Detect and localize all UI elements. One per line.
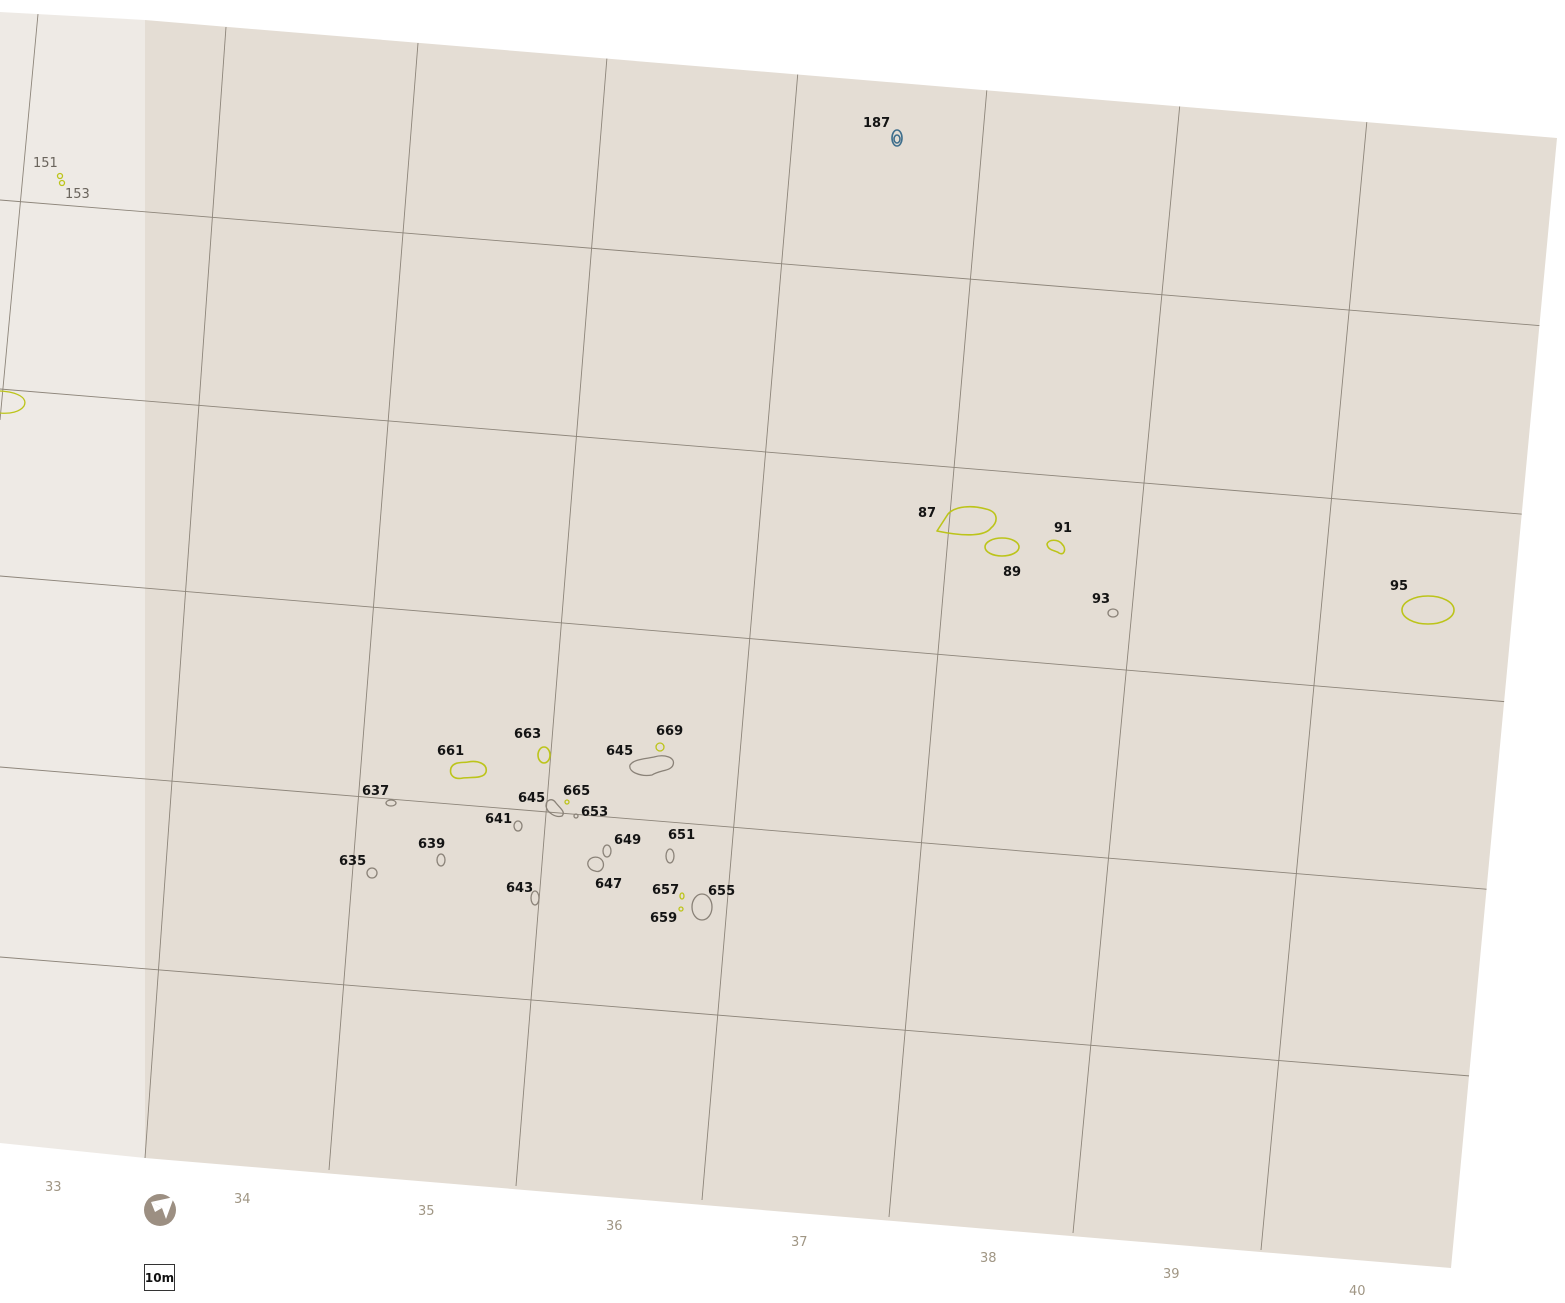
axis-label-33: 33 xyxy=(45,1180,62,1195)
feature-outline-655[interactable] xyxy=(691,893,713,921)
feature-outline-643[interactable] xyxy=(530,890,540,906)
feature-label-665: 665 xyxy=(563,784,590,799)
feature-label-645: 645 xyxy=(606,744,633,759)
grid-line-h xyxy=(0,575,1557,707)
feature-label-657: 657 xyxy=(652,883,679,898)
feature-label-637: 637 xyxy=(362,784,389,799)
feature-outline-647[interactable] xyxy=(587,856,605,873)
survey-grid xyxy=(0,13,1557,1251)
plan-area xyxy=(145,20,1557,1268)
feature-label-651: 651 xyxy=(668,828,695,843)
feature-outline-645a[interactable] xyxy=(629,755,675,777)
feature-outline-87[interactable] xyxy=(936,505,997,536)
grid-line-v xyxy=(515,56,608,1187)
feature-label-661: 661 xyxy=(437,744,464,759)
feature-label-653: 653 xyxy=(581,805,608,820)
feature-label-659: 659 xyxy=(650,911,677,926)
feature-label-647: 647 xyxy=(595,877,622,892)
axis-label-34: 34 xyxy=(234,1192,251,1207)
feature-outline-665[interactable] xyxy=(564,799,570,805)
feature-label-91: 91 xyxy=(1054,521,1072,536)
feature-label-87: 87 xyxy=(918,506,936,521)
feature-label-655: 655 xyxy=(708,884,735,899)
feature-outline-95[interactable] xyxy=(1401,595,1455,625)
axis-label-40: 40 xyxy=(1349,1284,1366,1299)
feature-label-151: 151 xyxy=(33,156,58,171)
feature-label-649: 649 xyxy=(614,833,641,848)
feature-outline-659[interactable] xyxy=(678,906,684,912)
axis-label-36: 36 xyxy=(606,1219,623,1234)
feature-outline-187[interactable] xyxy=(891,129,903,147)
grid-line-h xyxy=(0,199,1557,328)
grid-line-h xyxy=(0,956,1557,1084)
feature-label-641: 641 xyxy=(485,812,512,827)
feature-outline-669[interactable] xyxy=(655,742,665,752)
grid-line-v xyxy=(701,70,799,1201)
feature-label-187: 187 xyxy=(863,116,890,131)
feature-label-89: 89 xyxy=(1003,565,1021,580)
feature-label-639: 639 xyxy=(418,837,445,852)
feature-label-635: 635 xyxy=(339,854,366,869)
feature-label-153: 153 xyxy=(65,187,90,202)
feature-outline-637[interactable] xyxy=(385,799,397,807)
axis-label-37: 37 xyxy=(791,1235,808,1250)
grid-line-v xyxy=(1260,119,1368,1251)
grid-line-v xyxy=(1072,102,1181,1234)
feature-outline-153[interactable] xyxy=(58,179,66,187)
feature-outline-653[interactable] xyxy=(573,813,579,819)
grid-line-h xyxy=(0,388,1557,518)
feature-outline-91[interactable] xyxy=(1046,539,1066,555)
axis-label-35: 35 xyxy=(418,1204,435,1219)
scale-bar-label: 10m xyxy=(144,1270,175,1285)
grid-line-v xyxy=(328,42,419,1171)
scale-bar: 10m xyxy=(144,1264,175,1291)
feature-label-95: 95 xyxy=(1390,579,1408,594)
feature-outline-151[interactable] xyxy=(56,172,64,180)
axis-label-38: 38 xyxy=(980,1251,997,1266)
feature-outline-661[interactable] xyxy=(449,760,488,780)
grid-line-h xyxy=(0,766,1557,896)
feature-outline-93[interactable] xyxy=(1107,608,1119,618)
feature-outline-635[interactable] xyxy=(366,867,378,879)
feature-label-669: 669 xyxy=(656,724,683,739)
feature-outline-651[interactable] xyxy=(665,848,675,864)
feature-outline-89[interactable] xyxy=(984,537,1020,557)
feature-outline-649[interactable] xyxy=(602,844,612,858)
north-arrow-icon xyxy=(144,1194,176,1226)
faded-plan-area xyxy=(0,12,145,1158)
feature-outline-641[interactable] xyxy=(513,820,523,832)
feature-label-645: 645 xyxy=(518,791,545,806)
feature-label-643: 643 xyxy=(506,881,533,896)
grid-line-v xyxy=(0,13,39,421)
axis-label-39: 39 xyxy=(1163,1267,1180,1282)
feature-outline-657[interactable] xyxy=(679,892,685,900)
feature-outline-645b[interactable] xyxy=(545,799,564,818)
grid-line-v xyxy=(888,87,988,1218)
feature-outline-639[interactable] xyxy=(436,853,446,867)
feature-outline-663[interactable] xyxy=(537,746,551,764)
feature-label-663: 663 xyxy=(514,727,541,742)
feature-label-93: 93 xyxy=(1092,592,1110,607)
feature-outline-partial[interactable] xyxy=(0,390,26,414)
